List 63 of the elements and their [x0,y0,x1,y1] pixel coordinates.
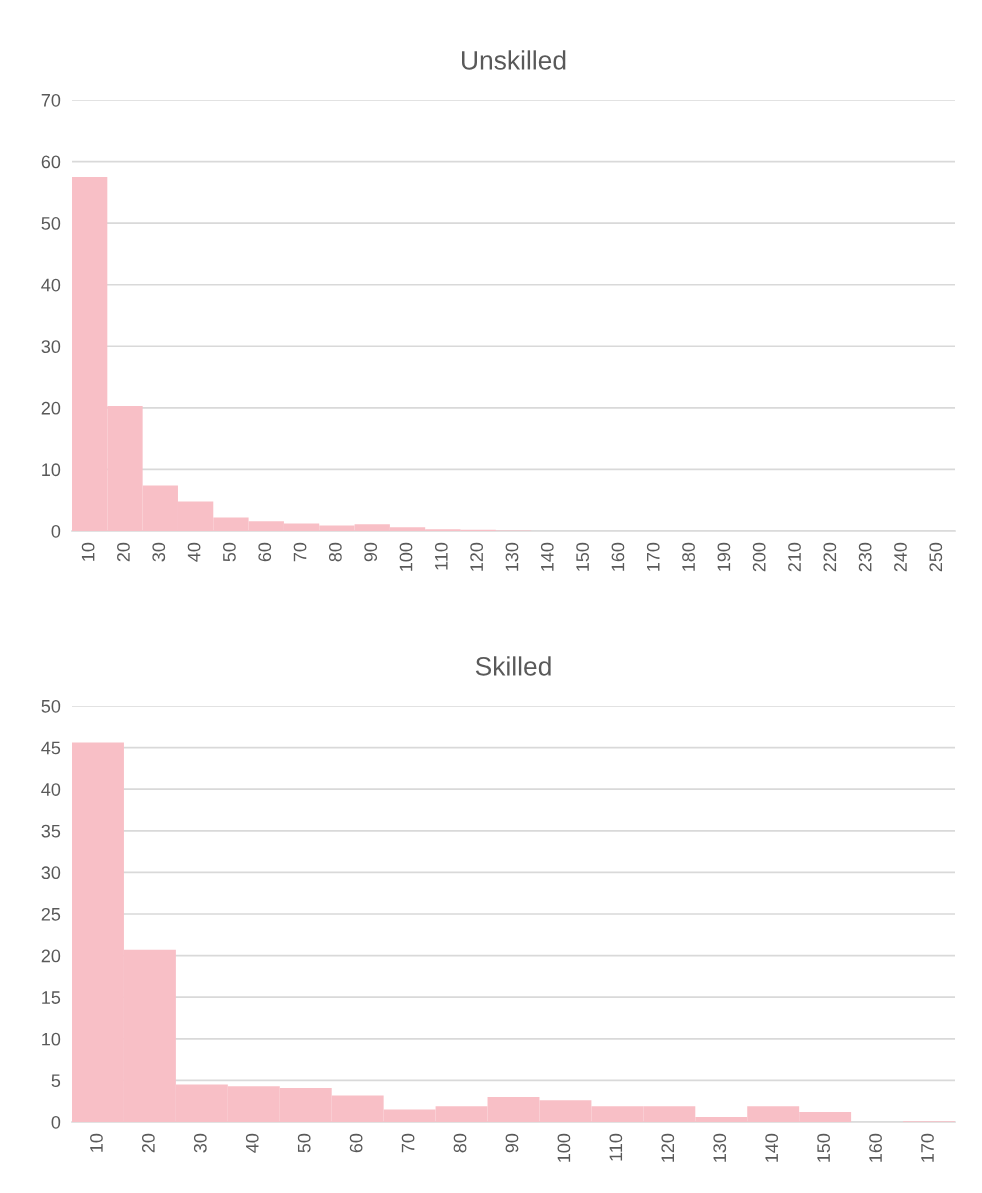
x-tick-label: 210 [788,542,801,572]
x-tick-label: 200 [752,542,766,572]
x-tick-label: 140 [765,1133,779,1162]
y-tick-label: 40 [41,278,61,292]
x-tick-label: 30 [152,542,166,562]
x-tick-label: 170 [921,1133,934,1162]
y-tick-label: 45 [41,741,61,755]
x-tick-label: 130 [713,1133,727,1162]
y-tick-label: 50 [41,699,61,713]
x-tick-label: 220 [823,542,837,572]
x-tick-label: 110 [609,1133,623,1161]
x-tick-label: 10 [81,542,95,561]
x-tick-label: 170 [646,542,660,571]
x-tick-label: 160 [611,542,625,571]
y-tick-label: 40 [41,783,61,796]
x-tick-label: 110 [434,542,448,570]
y-tick-label: 0 [51,1115,61,1129]
x-tick-label: 230 [858,542,872,572]
x-tick-label: 120 [470,542,484,571]
x-tick-label: 130 [505,542,519,571]
x-tick-label: 100 [399,542,413,571]
x-tick-label: 80 [328,542,342,562]
x-tick-label: 90 [505,1133,519,1153]
x-tick-label: 160 [869,1133,882,1162]
y-tick-label: 0 [51,524,61,538]
x-tick-label: 10 [90,1133,103,1152]
x-tick-label: 90 [364,542,378,562]
y-tick-label: 15 [42,991,61,1004]
y-tick-label: 50 [41,217,61,230]
x-tick-label: 180 [682,542,695,571]
y-tick-label: 60 [41,155,61,169]
y-tick-label: 30 [41,340,61,354]
y-tick-label: 20 [41,401,61,415]
y-tick-label: 10 [42,1032,61,1046]
y-tick-label: 20 [41,949,61,963]
x-tick-label: 40 [187,542,201,562]
chart-title: Unskilled [462,50,566,70]
y-tick-label: 70 [41,93,61,107]
chart-title: Skilled [475,656,551,676]
y-tick-label: 30 [41,866,61,880]
x-tick-label: 20 [117,542,130,562]
x-tick-label: 150 [817,1133,830,1162]
x-tick-label: 140 [540,542,554,571]
x-tick-label: 70 [401,1133,415,1153]
x-tick-label: 150 [576,542,589,571]
x-tick-label: 70 [293,542,307,562]
x-tick-label: 240 [894,542,907,572]
y-tick-label: 25 [41,907,61,921]
x-tick-label: 60 [349,1133,363,1153]
y-tick-label: 35 [41,824,61,838]
x-tick-label: 40 [245,1133,259,1153]
x-tick-label: 60 [258,542,272,562]
x-tick-label: 50 [297,1133,311,1153]
x-tick-label: 80 [453,1133,467,1153]
x-tick-label: 120 [661,1133,675,1162]
x-tick-label: 50 [223,542,236,562]
y-tick-label: 10 [42,463,61,477]
x-tick-label: 20 [141,1133,155,1153]
y-tick-label: 5 [51,1074,61,1088]
x-tick-label: 100 [557,1133,571,1162]
x-tick-label: 30 [193,1133,207,1153]
x-tick-label: 250 [929,542,943,572]
x-tick-label: 190 [717,542,731,571]
